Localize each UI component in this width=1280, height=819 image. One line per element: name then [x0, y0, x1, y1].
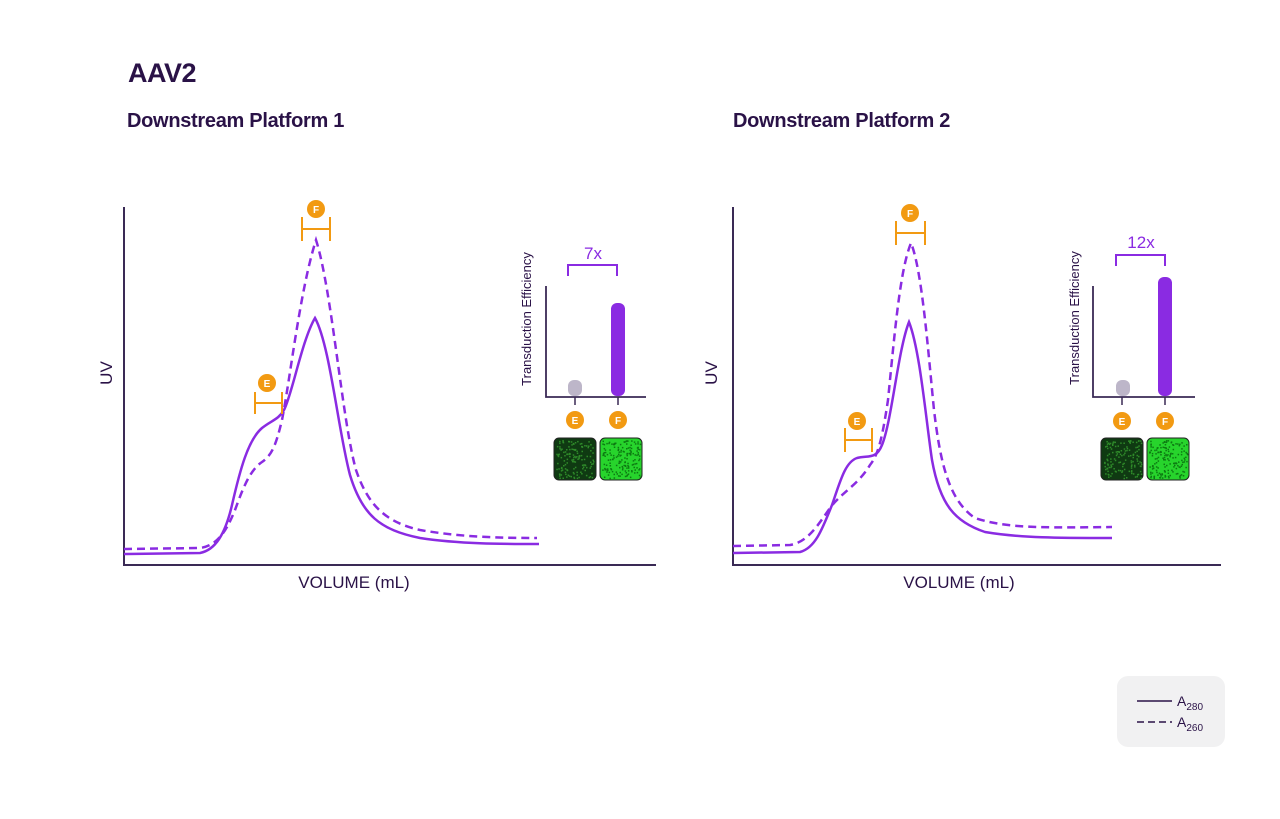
panel-1-inset-ratio-bracket [567, 264, 618, 276]
image-texture [1104, 440, 1143, 480]
legend: A280 A260 [1117, 676, 1225, 747]
panel-2-fraction-f-marker: F [895, 204, 926, 245]
legend-label-a260: A260 [1177, 714, 1203, 734]
panel-2-fraction-e-marker: E [844, 412, 873, 452]
panel-2-inset-bar-e [1116, 380, 1130, 396]
panel-1-inset-tick-e: E [572, 416, 579, 427]
panel-1-series-a280 [123, 315, 540, 556]
panel-1-inset-axes [545, 286, 646, 398]
panel-1-inset-bar-e [568, 380, 582, 396]
legend-graphic: A280 A260 [1137, 693, 1203, 734]
panel-1-image-e [553, 437, 597, 481]
panel-1-series-a260 [123, 235, 538, 551]
panel-2-inset-ratio-bracket [1115, 254, 1166, 266]
panel-1-inset-bar-f [611, 303, 625, 396]
panel-1-x-axis-label: VOLUME (mL) [298, 573, 409, 592]
legend-label-a280: A280 [1177, 693, 1203, 713]
panel-2-title: Downstream Platform 2 [733, 110, 951, 132]
image-texture [1149, 440, 1189, 479]
panel-2-inset-tick-f: F [1162, 417, 1168, 428]
panel-2-inset-tick-e: E [1119, 417, 1126, 428]
panel-1-fraction-e-marker: E [254, 374, 283, 414]
page-title: AAV2 [128, 58, 197, 88]
panel-2-series-a280 [732, 318, 1113, 555]
panel-2-series-a260 [732, 239, 1113, 548]
panel-1-y-axis-label: UV [97, 361, 116, 385]
panel-1-axes [123, 207, 656, 566]
panel-1-inset-ylabel: Transduction Efficiency [519, 252, 534, 386]
panel-2-inset-axes [1092, 286, 1195, 398]
image-texture [602, 440, 642, 480]
panel-2-inset-bar-f [1158, 277, 1172, 396]
panel-1-fraction-e-label: E [264, 379, 271, 390]
panel-2-y-axis-label: UV [702, 361, 721, 385]
image-texture [556, 440, 595, 480]
panel-2-fraction-f-label: F [907, 209, 913, 220]
panel-2-axes [732, 207, 1221, 566]
panel-2-x-axis-label: VOLUME (mL) [903, 573, 1014, 592]
panel-1-fraction-f-marker: F [301, 200, 331, 241]
panel-2-inset-ratio-label: 12x [1127, 233, 1155, 252]
panel-1-inset-tick-f: F [615, 416, 621, 427]
panel-1-title: Downstream Platform 1 [127, 110, 345, 132]
panel-1-inset-ratio-label: 7x [584, 244, 602, 263]
panel-2-inset-ylabel: Transduction Efficiency [1067, 251, 1082, 385]
panel-2-fraction-e-label: E [854, 417, 861, 428]
panel-1-fraction-f-label: F [313, 205, 319, 216]
